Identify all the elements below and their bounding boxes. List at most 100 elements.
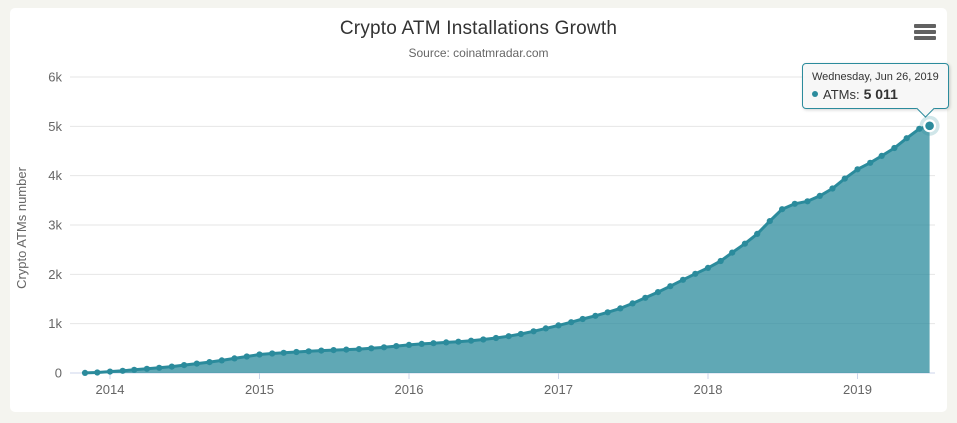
data-point-marker[interactable] [555,322,562,329]
data-point-marker[interactable] [891,144,898,152]
data-point-marker[interactable] [418,340,425,347]
data-point-marker[interactable] [143,365,150,372]
data-point-marker[interactable] [318,347,325,354]
data-point-marker[interactable] [804,198,811,205]
x-axis [70,372,935,379]
data-point-marker[interactable] [131,366,138,373]
hamburger-menu-icon [914,24,936,28]
data-point-marker[interactable] [579,315,586,323]
data-point-marker[interactable] [380,344,388,351]
data-point-marker[interactable] [717,257,724,265]
data-point-marker[interactable] [841,175,848,182]
data-point-marker[interactable] [368,345,375,352]
data-point-marker[interactable] [231,355,238,362]
data-point-marker[interactable] [305,348,312,355]
data-point-marker[interactable] [517,330,525,338]
data-point-marker[interactable] [455,338,462,345]
data-point-marker[interactable] [218,357,225,364]
data-point-marker[interactable] [480,336,487,343]
data-point-marker[interactable] [269,350,276,357]
chart-subtitle: Source: coinatmradar.com [408,46,549,60]
x-axis-labels: 2014 2015 2016 2017 2018 2019 [96,382,872,397]
data-point-marker[interactable] [568,319,575,326]
data-point-marker[interactable] [156,364,163,371]
y-axis-tick-label: 5k [48,119,62,134]
data-point-marker[interactable] [530,328,537,335]
hamburger-menu-icon [914,36,936,40]
data-point-marker[interactable] [542,325,549,332]
x-axis-tick-label: 2017 [544,382,573,397]
y-axis-title: Crypto ATMs number [14,166,29,289]
data-point-marker[interactable] [754,230,761,237]
data-point-marker[interactable] [903,135,910,142]
data-point-marker[interactable] [867,159,874,166]
x-axis-tick-label: 2018 [694,382,723,397]
data-point-marker[interactable] [443,339,450,346]
data-point-marker[interactable] [330,347,337,354]
chart-context-menu-button[interactable] [911,21,939,43]
y-axis-labels: 0 1k 2k 3k 4k 5k 6k [48,70,62,381]
data-point-marker[interactable] [106,368,114,375]
tooltip-series-label: ATMs: [823,86,860,102]
data-point-marker[interactable] [430,340,437,347]
data-point-marker[interactable] [181,362,188,369]
y-axis-tick-label: 1k [48,316,62,331]
data-point-marker[interactable] [816,192,823,199]
series-bullet-icon [812,91,818,97]
data-point-marker[interactable] [916,125,923,132]
tooltip-series-row: ATMs: 5 011 [812,86,939,102]
data-point-marker[interactable] [243,353,250,360]
data-point-marker[interactable] [81,369,89,376]
chart-area [85,125,930,373]
data-point-marker[interactable] [766,218,773,225]
data-point-marker[interactable] [667,283,674,290]
y-axis-tick-label: 4k [48,168,62,183]
tooltip-date: Wednesday, Jun 26, 2019 [812,71,939,83]
data-point-marker[interactable] [168,363,175,370]
chart-title: Crypto ATM Installations Growth [339,18,618,39]
data-point-marker[interactable] [642,294,649,301]
data-point-marker[interactable] [468,337,475,344]
data-point-marker[interactable] [505,333,512,340]
data-point-marker[interactable] [791,200,798,207]
data-point-marker[interactable] [878,152,885,159]
data-point-marker[interactable] [604,309,611,316]
data-point-marker[interactable] [280,349,287,356]
y-axis-tick-label: 3k [48,218,62,233]
data-point-marker[interactable] [355,346,363,353]
data-point-marker[interactable] [343,346,350,353]
x-axis-tick-label: 2016 [395,382,424,397]
data-point-marker[interactable] [293,348,300,356]
data-point-markers [81,125,923,376]
x-axis-tick-label: 2015 [245,382,274,397]
data-point-marker[interactable] [256,351,263,358]
data-point-marker[interactable] [206,359,213,366]
data-point-marker[interactable] [592,312,599,319]
data-point-marker[interactable] [119,367,126,374]
data-point-marker[interactable] [854,166,861,173]
hamburger-menu-icon [914,30,936,34]
data-point-marker[interactable] [729,249,736,256]
data-point-marker[interactable] [654,289,662,296]
data-point-marker[interactable] [679,276,687,283]
data-point-marker[interactable] [704,264,712,271]
data-point-marker[interactable] [193,360,200,367]
chart-tooltip: Wednesday, Jun 26, 2019 ATMs: 5 011 [802,63,949,118]
data-point-marker[interactable] [779,206,786,213]
data-point-marker[interactable] [629,300,636,307]
tooltip-value: 5 011 [863,86,898,102]
data-point-marker[interactable] [829,185,836,192]
hover-point [919,115,940,136]
data-point-marker[interactable] [94,369,101,376]
data-point-marker[interactable] [692,270,699,277]
data-point-marker[interactable] [393,343,400,350]
data-point-marker[interactable] [492,334,500,342]
x-axis-tick-label: 2014 [96,382,125,397]
highlighted-point-marker[interactable] [925,121,934,131]
data-point-marker[interactable] [617,305,624,312]
y-axis-tick-label: 6k [48,70,62,85]
data-point-marker[interactable] [741,240,749,247]
data-point-marker[interactable] [405,341,413,348]
